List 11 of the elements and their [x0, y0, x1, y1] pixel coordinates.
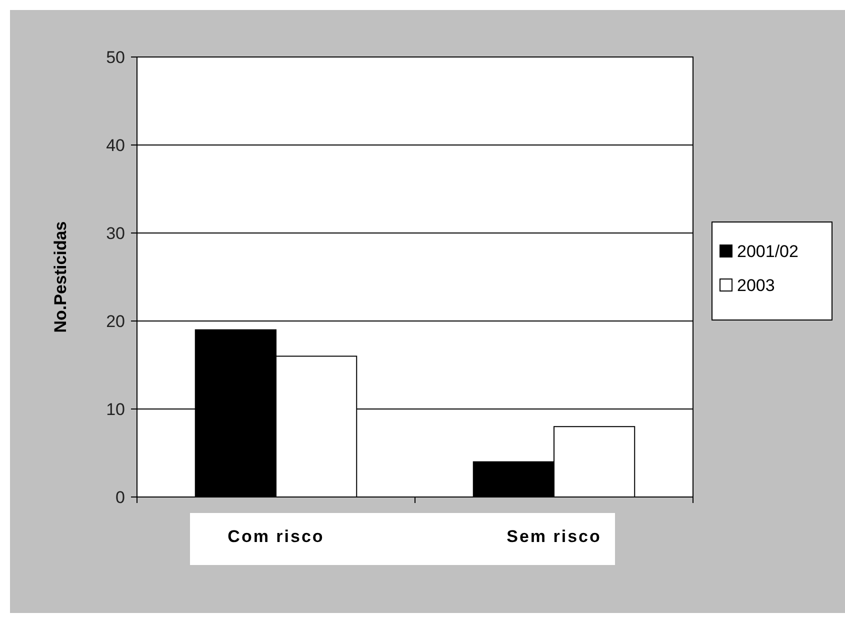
y-tick-label: 40: [106, 136, 125, 155]
x-tick-label: Com risco: [228, 527, 324, 546]
y-tick-label: 20: [106, 312, 125, 331]
y-tick-label: 30: [106, 224, 125, 243]
y-tick-label: 50: [106, 48, 125, 67]
y-tick-label: 0: [116, 488, 125, 507]
y-tick-label: 10: [106, 400, 125, 419]
legend-label: 2001/02: [737, 242, 798, 261]
y-axis-title: No.Pesticidas: [51, 221, 70, 333]
legend-label: 2003: [737, 276, 775, 295]
x-tick-label: Sem risco: [506, 527, 602, 546]
